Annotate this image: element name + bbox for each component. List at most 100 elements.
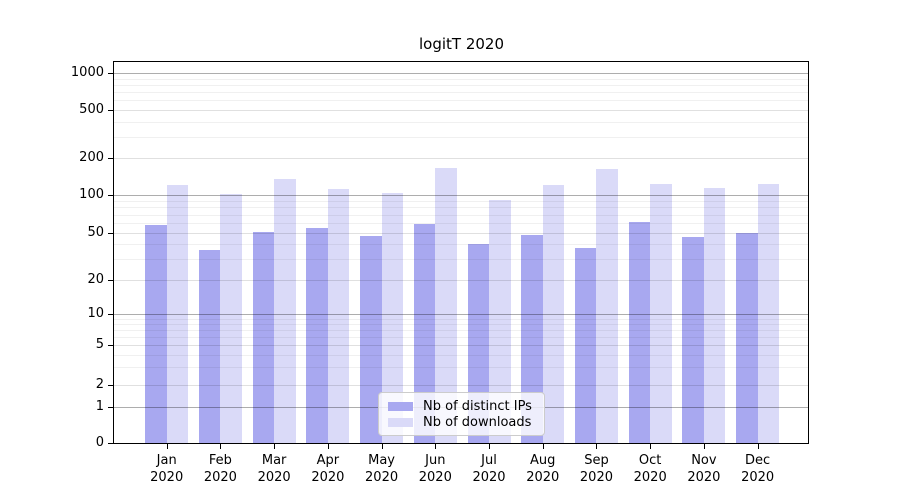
legend-swatch-downloads [388, 417, 413, 427]
bar-distinct-ips-aug [521, 235, 543, 443]
bar-distinct-ips-mar [252, 231, 275, 443]
bar-distinct-ips-may [360, 236, 382, 443]
y-tick-mark [108, 314, 113, 315]
bar-downloads-may [381, 193, 404, 443]
bar-downloads-apr [327, 188, 350, 443]
x-tick-label-feb: Feb 2020 [203, 453, 237, 485]
gridline-y-900 [114, 78, 808, 80]
gridline-y-9 [114, 318, 808, 320]
x-tick-mark [274, 444, 276, 449]
gridline-y-50 [114, 233, 808, 234]
bar-downloads-mar [274, 178, 296, 443]
legend-entry-downloads: Nb of downloads [388, 414, 535, 430]
y-tick-label-10: 10 [87, 306, 104, 321]
gridline-y-1000 [114, 73, 808, 74]
y-tick-mark [108, 110, 113, 111]
bar-downloads-dec [757, 183, 780, 443]
bar-distinct-ips-jan [145, 224, 167, 443]
gridline-y-3 [114, 367, 808, 369]
y-tick-label-2: 2 [95, 377, 104, 392]
y-tick-mark [108, 407, 113, 408]
x-tick-label-sep: Sep 2020 [579, 453, 613, 485]
gridline-y-2 [114, 385, 808, 386]
gridline-y-600 [114, 100, 808, 102]
gridline-y-60 [114, 223, 808, 224]
y-tick-label-0: 0 [95, 435, 104, 450]
bar-distinct-ips-oct [628, 222, 651, 443]
legend-label-distinct-ips: Nb of distinct IPs [423, 398, 532, 414]
gridline-y-40 [114, 244, 808, 246]
y-tick-label-20: 20 [87, 272, 104, 287]
bar-downloads-jul [489, 199, 511, 443]
x-tick-mark [489, 444, 491, 449]
plot-area: Nb of distinct IPs Nb of downloads [113, 61, 809, 444]
y-tick-mark [108, 158, 113, 159]
gridline-y-500 [114, 110, 808, 111]
gridline-y-7 [114, 329, 808, 331]
y-tick-label-100: 100 [79, 187, 104, 202]
gridline-y-5 [114, 345, 808, 346]
gridline-y-700 [114, 92, 808, 94]
gridline-y-800 [114, 84, 808, 86]
bar-distinct-ips-sep [574, 248, 597, 443]
x-tick-mark [327, 444, 329, 449]
bar-distinct-ips-jun [413, 223, 436, 443]
y-tick-mark [108, 345, 113, 346]
bar-downloads-feb [220, 194, 242, 443]
y-tick-label-5: 5 [95, 337, 104, 352]
x-tick-mark [435, 444, 437, 449]
x-tick-label-may: May 2020 [365, 453, 399, 485]
x-tick-label-jun: Jun 2020 [418, 453, 452, 485]
x-tick-mark [220, 444, 222, 449]
x-tick-mark [757, 444, 759, 449]
y-tick-mark [108, 280, 113, 281]
bar-downloads-aug [542, 184, 565, 443]
x-tick-label-jan: Jan 2020 [150, 453, 184, 485]
x-tick-label-apr: Apr 2020 [311, 453, 345, 485]
y-tick-label-1000: 1000 [70, 65, 104, 80]
gridline-y-4 [114, 354, 808, 356]
gridline-y-300 [114, 136, 808, 138]
gridline-y-90 [114, 200, 808, 202]
x-tick-mark [542, 444, 544, 449]
y-tick-mark [108, 233, 113, 234]
gridline-y-30 [114, 259, 808, 261]
y-tick-mark [108, 385, 113, 386]
bar-downloads-sep [596, 168, 618, 443]
bar-downloads-jun [435, 168, 457, 443]
x-tick-mark [703, 444, 705, 449]
gridline-y-400 [114, 121, 808, 123]
x-tick-mark [381, 444, 383, 449]
x-tick-mark [166, 444, 168, 449]
x-tick-label-nov: Nov 2020 [687, 453, 721, 485]
gridline-y-100 [114, 195, 808, 196]
gridline-y-8 [114, 323, 808, 325]
y-tick-label-200: 200 [79, 150, 104, 165]
gridline-y-70 [114, 214, 808, 216]
y-tick-label-500: 500 [79, 102, 104, 117]
x-tick-label-oct: Oct 2020 [633, 453, 667, 485]
y-tick-label-50: 50 [87, 225, 104, 240]
y-tick-mark [108, 443, 113, 444]
y-tick-mark [108, 195, 113, 196]
gridline-y-6 [114, 336, 808, 338]
gridline-y-10 [114, 314, 808, 315]
chart-title: logitT 2020 [418, 35, 505, 53]
bar-distinct-ips-nov [682, 237, 704, 443]
x-tick-label-dec: Dec 2020 [741, 453, 775, 485]
x-tick-mark [596, 444, 598, 449]
x-tick-mark [650, 444, 652, 449]
bar-downloads-oct [650, 183, 672, 443]
gridline-y-200 [114, 158, 808, 159]
legend-label-downloads: Nb of downloads [423, 414, 532, 430]
bar-downloads-jan [166, 184, 189, 443]
x-tick-label-aug: Aug 2020 [526, 453, 560, 485]
x-tick-label-jul: Jul 2020 [472, 453, 506, 485]
gridline-y-20 [114, 280, 808, 281]
y-tick-mark [108, 73, 113, 74]
bar-distinct-ips-feb [198, 249, 221, 443]
y-tick-label-1: 1 [95, 399, 104, 414]
bar-distinct-ips-apr [306, 227, 328, 443]
legend: Nb of distinct IPs Nb of downloads [378, 392, 545, 436]
